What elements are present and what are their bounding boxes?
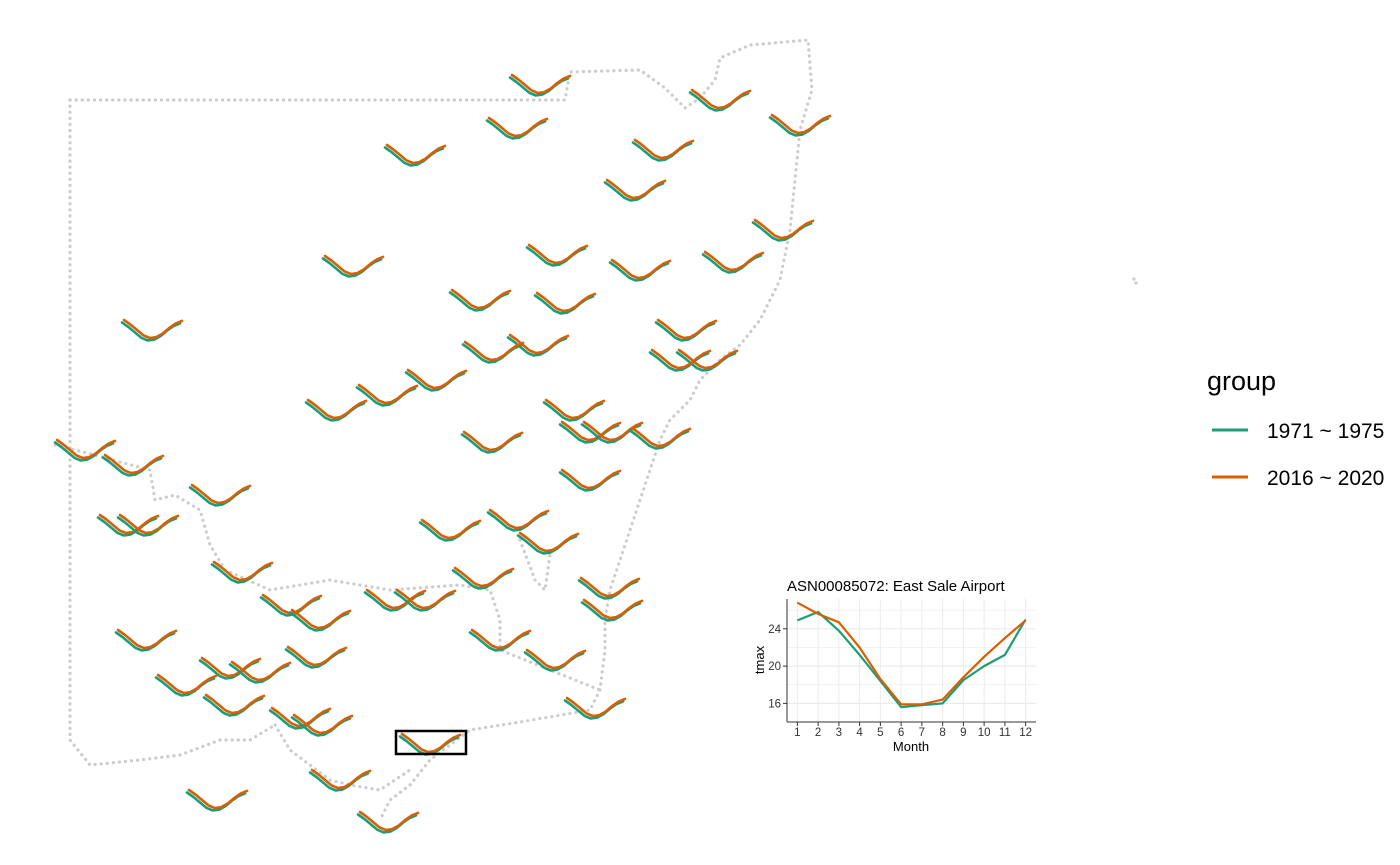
inset-title: ASN00085072: East Sale Airport bbox=[787, 578, 1005, 595]
station-glyph-line bbox=[753, 218, 815, 240]
border-segment bbox=[518, 538, 552, 594]
station-glyph-line bbox=[535, 291, 597, 313]
legend: group 1971 ~ 1975 2016 ~ 2020 bbox=[1207, 366, 1384, 490]
border-segment bbox=[68, 38, 814, 822]
station-glyphs bbox=[53, 73, 832, 834]
station-glyph-line bbox=[358, 810, 420, 832]
station-glyph-line bbox=[365, 588, 427, 610]
x-tick-label: 3 bbox=[836, 727, 842, 739]
highlighted-station-box[interactable] bbox=[394, 729, 468, 756]
station-glyph-line bbox=[610, 258, 672, 280]
x-tick-label: 10 bbox=[978, 727, 991, 739]
station-glyph-line bbox=[385, 143, 447, 165]
station-glyph-line bbox=[230, 660, 292, 682]
y-tick-label: 20 bbox=[768, 661, 781, 673]
x-tick-label: 8 bbox=[939, 727, 945, 739]
station-glyph-line bbox=[290, 608, 352, 630]
border-island bbox=[1134, 281, 1138, 285]
station-glyph-line bbox=[116, 628, 178, 650]
station-glyph-line bbox=[544, 398, 606, 420]
x-tick-label: 6 bbox=[898, 727, 904, 739]
station-glyph-line bbox=[200, 656, 262, 678]
station-glyph-line bbox=[323, 254, 385, 276]
station-glyph-line bbox=[656, 318, 718, 340]
inset-series-line bbox=[796, 601, 1027, 706]
station-glyph-line bbox=[470, 628, 532, 650]
station-glyph-line bbox=[450, 288, 512, 310]
station-glyph-line bbox=[103, 453, 165, 475]
station-glyph-line bbox=[487, 116, 549, 138]
inset-series bbox=[796, 601, 1027, 709]
station-glyph-line bbox=[306, 398, 368, 420]
station-glyph-line bbox=[420, 518, 482, 540]
station-glyph-line bbox=[204, 693, 266, 715]
station-glyph-line bbox=[582, 598, 644, 620]
station-glyph-line bbox=[462, 430, 524, 452]
station-glyph-line bbox=[286, 645, 348, 667]
station-glyph-line bbox=[703, 250, 765, 272]
station-glyph-line bbox=[357, 383, 419, 405]
station-glyph-line bbox=[395, 588, 457, 610]
station-glyph-line bbox=[677, 348, 739, 370]
inset-x-label: Month bbox=[893, 739, 929, 754]
station-glyph-line bbox=[156, 673, 218, 695]
station-glyph-line bbox=[525, 648, 587, 670]
station-glyph-line bbox=[98, 513, 160, 535]
station-glyph-line bbox=[292, 713, 354, 735]
legend-label-2016: 2016 ~ 2020 bbox=[1267, 467, 1384, 490]
x-tick-label: 4 bbox=[856, 727, 863, 739]
station-glyph-line bbox=[510, 73, 572, 95]
station-glyph-line bbox=[463, 340, 525, 362]
station-glyph-line bbox=[400, 732, 462, 754]
station-glyph-line bbox=[518, 531, 580, 553]
station-glyph-line bbox=[650, 348, 712, 370]
station-glyph-line bbox=[770, 113, 832, 135]
border-segment bbox=[68, 98, 277, 767]
station-glyph-line bbox=[118, 513, 180, 535]
x-tick-label: 1 bbox=[794, 727, 800, 739]
inset-y-label: tmax bbox=[752, 645, 767, 674]
x-tick-label: 5 bbox=[877, 727, 883, 739]
border-segment bbox=[53, 443, 602, 692]
x-tick-label: 7 bbox=[919, 727, 925, 739]
station-glyph-line bbox=[406, 368, 468, 390]
station-glyph-line bbox=[565, 696, 627, 718]
station-glyph-line bbox=[190, 483, 252, 505]
station-glyph-line bbox=[55, 438, 117, 460]
station-glyph-line bbox=[605, 178, 667, 200]
inset-series-line bbox=[796, 610, 1027, 709]
station-glyph-line bbox=[560, 468, 622, 490]
station-glyph-line bbox=[122, 318, 184, 340]
station-glyph-line bbox=[212, 560, 274, 582]
legend-label-1971: 1971 ~ 1975 bbox=[1267, 420, 1384, 443]
border-island bbox=[1132, 277, 1136, 281]
station-glyph-line bbox=[187, 788, 249, 810]
station-glyph-line bbox=[560, 420, 622, 442]
station-glyph-line bbox=[630, 426, 692, 448]
station-glyph-line bbox=[508, 333, 570, 355]
y-tick-label: 16 bbox=[768, 698, 781, 710]
station-glyph-line bbox=[690, 88, 752, 110]
station-glyph-line bbox=[488, 508, 550, 530]
border-segment bbox=[273, 723, 412, 792]
station-glyph-line bbox=[579, 576, 641, 598]
station-glyph-line bbox=[453, 566, 515, 588]
x-tick-label: 9 bbox=[960, 727, 966, 739]
station-glyph-line bbox=[310, 768, 372, 790]
station-glyph-line bbox=[527, 243, 589, 265]
x-tick-label: 12 bbox=[1019, 727, 1032, 739]
legend-title: group bbox=[1207, 366, 1276, 396]
station-glyph-line bbox=[633, 138, 695, 160]
x-tick-label: 2 bbox=[815, 727, 821, 739]
y-tick-label: 24 bbox=[768, 624, 781, 636]
x-tick-label: 11 bbox=[999, 727, 1011, 739]
